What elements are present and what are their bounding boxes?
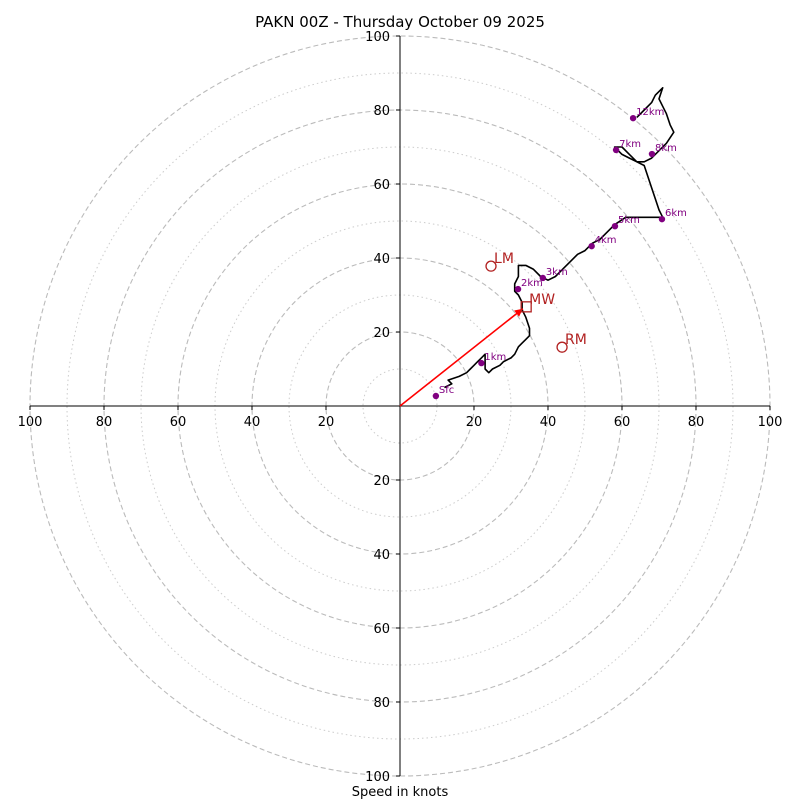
hodograph-series bbox=[399, 87, 675, 407]
x-tick-label: 80 bbox=[688, 415, 705, 430]
y-tick-label: 100 bbox=[365, 30, 390, 45]
height-marker-label: 8km bbox=[655, 143, 677, 154]
storm-motion-markers: LM MW RM bbox=[485, 251, 587, 353]
y-tick-label: 20 bbox=[373, 474, 390, 489]
x-tick-label: 60 bbox=[614, 415, 631, 430]
height-marker-dot bbox=[648, 150, 656, 158]
height-marker-label: 7km bbox=[619, 139, 641, 150]
height-marker-label: 2km bbox=[521, 278, 543, 289]
height-marker-dot bbox=[514, 285, 522, 293]
hodograph-trace bbox=[444, 87, 675, 389]
tick-labels: 100 100 80 80 60 60 40 40 20 20 20 20 40 40 60 60 80 80 10… bbox=[18, 30, 783, 785]
motion-marker-square bbox=[520, 301, 532, 313]
height-marker-dot bbox=[478, 359, 485, 367]
y-tick-label: 40 bbox=[373, 548, 390, 563]
height-marker-dot bbox=[612, 146, 620, 154]
height-marker-label: 6km bbox=[665, 208, 687, 219]
height-marker-label: 5km bbox=[618, 215, 640, 226]
y-tick-label: 80 bbox=[373, 696, 390, 711]
height-marker-label: 4km bbox=[595, 235, 617, 246]
x-axis-label: Speed in knots bbox=[352, 785, 449, 800]
chart-title: PAKN 00Z - Thursday October 09 2025 bbox=[255, 13, 545, 31]
x-tick-label: 40 bbox=[244, 415, 261, 430]
motion-marker-label: RM bbox=[565, 332, 587, 348]
height-marker-label: 3km bbox=[546, 267, 568, 278]
height-marker-dot bbox=[629, 114, 637, 122]
height-marker-dot bbox=[432, 392, 440, 400]
height-marker-dot bbox=[539, 274, 547, 282]
height-marker-dot bbox=[658, 215, 666, 223]
motion-marker-label: MW bbox=[529, 292, 555, 308]
height-marker-dot bbox=[588, 242, 595, 250]
motion-marker-label: LM bbox=[494, 251, 514, 267]
x-tick-label: 100 bbox=[758, 415, 783, 430]
x-tick-label: 20 bbox=[466, 415, 483, 430]
y-tick-label: 100 bbox=[365, 770, 390, 785]
x-tick-label: 80 bbox=[96, 415, 113, 430]
x-tick-label: 40 bbox=[540, 415, 557, 430]
y-tick-label: 40 bbox=[373, 252, 390, 267]
x-tick-label: 60 bbox=[170, 415, 187, 430]
y-tick-label: 60 bbox=[373, 622, 390, 637]
storm-motion-vector bbox=[399, 308, 524, 407]
height-marker-label: 1km bbox=[484, 352, 506, 363]
x-tick-label: 100 bbox=[18, 415, 43, 430]
height-marker-label: 12km bbox=[636, 107, 664, 118]
x-tick-label: 20 bbox=[318, 415, 335, 430]
y-tick-label: 60 bbox=[373, 178, 390, 193]
height-marker-dot bbox=[611, 222, 619, 230]
motion-marker-circle bbox=[556, 341, 568, 353]
y-tick-label: 80 bbox=[373, 104, 390, 119]
height-marker-label: Sfc bbox=[439, 385, 454, 396]
y-tick-label: 20 bbox=[373, 326, 390, 341]
motion-marker-circle bbox=[485, 260, 497, 272]
